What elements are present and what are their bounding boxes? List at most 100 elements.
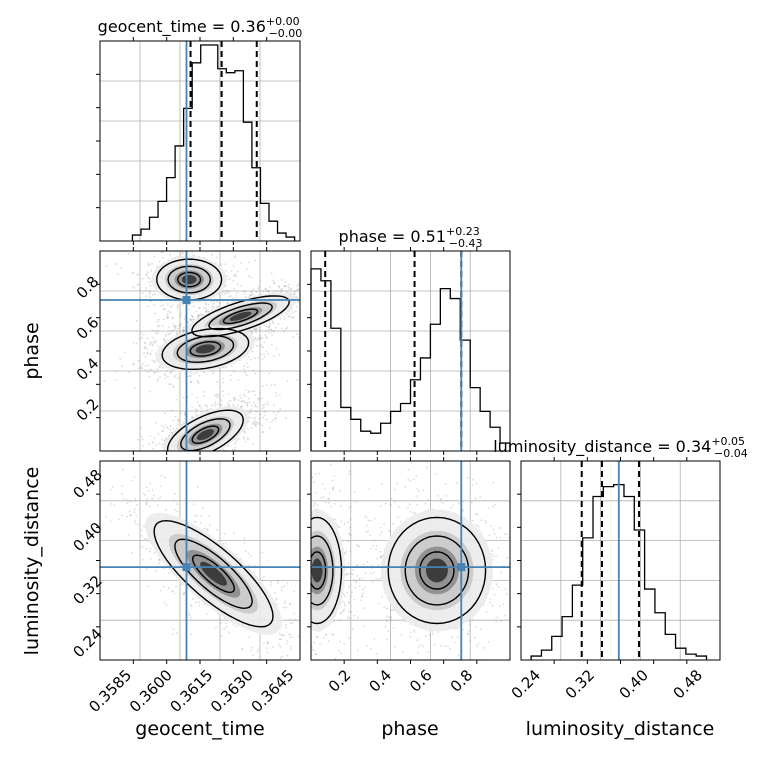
sample-point <box>134 500 137 503</box>
sample-point <box>283 285 285 287</box>
sample-point <box>151 469 153 471</box>
sample-point <box>266 640 269 643</box>
sample-point <box>258 285 261 288</box>
sample-point <box>224 263 227 266</box>
sample-point <box>288 312 291 315</box>
sample-point <box>309 642 311 644</box>
sample-point <box>260 337 262 340</box>
sample-point <box>488 534 491 536</box>
sample-point <box>152 441 155 444</box>
sample-point <box>177 452 179 454</box>
sample-point <box>137 438 140 441</box>
sample-point <box>294 290 297 293</box>
sample-point <box>262 431 265 434</box>
sample-point <box>298 570 300 572</box>
title-upper-error: +0.00 <box>266 15 300 28</box>
sample-point <box>171 316 174 319</box>
title-value: geocent_time = 0.36 <box>98 17 266 37</box>
sample-point <box>377 578 380 580</box>
sample-point <box>285 313 288 316</box>
sample-point <box>303 614 305 616</box>
sample-point <box>204 404 207 407</box>
sample-point <box>301 299 303 301</box>
sample-point <box>249 410 252 413</box>
sample-point <box>287 286 290 289</box>
sample-point <box>292 612 295 615</box>
sample-point <box>471 484 474 487</box>
sample-point <box>154 332 157 335</box>
sample-point <box>200 465 202 467</box>
sample-point <box>290 495 292 497</box>
sample-point <box>297 666 299 668</box>
sample-point <box>352 578 355 581</box>
sample-point <box>331 487 334 490</box>
sample-point <box>197 486 199 489</box>
sample-point <box>302 601 304 603</box>
sample-point <box>296 575 298 577</box>
sample-point <box>275 559 277 561</box>
sample-point <box>164 476 167 479</box>
sample-point <box>213 370 215 373</box>
sample-point <box>348 610 350 613</box>
sample-point <box>141 277 144 280</box>
sample-point <box>329 505 332 508</box>
sample-point <box>358 585 361 587</box>
sample-point <box>293 513 295 515</box>
sample-point <box>375 548 377 550</box>
sample-point <box>167 375 169 378</box>
sample-point <box>232 280 235 282</box>
sample-point <box>196 371 198 374</box>
sample-point <box>480 519 483 522</box>
sample-point <box>472 478 475 481</box>
sample-point <box>96 446 98 448</box>
sample-point <box>146 353 149 355</box>
sample-point <box>473 636 476 639</box>
sample-point <box>148 443 151 446</box>
sample-point <box>261 407 264 410</box>
sample-point <box>306 571 308 573</box>
sample-point <box>159 496 162 499</box>
sample-point <box>246 437 249 440</box>
sample-point <box>347 521 350 523</box>
title-upper-error: +0.23 <box>446 225 480 238</box>
sample-point <box>439 498 442 501</box>
sample-point <box>194 453 196 455</box>
sample-point <box>176 224 178 226</box>
sample-point <box>192 242 194 244</box>
sample-point <box>338 649 341 652</box>
sample-point <box>149 434 152 437</box>
sample-point <box>204 302 207 305</box>
sample-point <box>483 647 485 649</box>
sample-point <box>288 514 290 516</box>
sample-point <box>308 318 310 320</box>
sample-point <box>257 337 260 340</box>
sample-point <box>285 624 287 626</box>
phase-title: phase = 0.51+0.23 −0.43 <box>339 225 483 250</box>
sample-point <box>162 367 164 369</box>
sample-point <box>232 397 235 400</box>
sample-point <box>223 627 226 630</box>
sample-point <box>243 438 246 440</box>
sample-point <box>180 244 182 246</box>
sample-point <box>293 599 295 601</box>
sample-point <box>119 357 122 360</box>
sample-point <box>286 582 289 584</box>
sample-point <box>216 403 219 406</box>
sample-point <box>348 617 351 620</box>
sample-point <box>174 375 176 377</box>
sample-point <box>292 510 294 512</box>
sample-point <box>115 498 117 500</box>
sample-point <box>264 334 267 336</box>
sample-point <box>499 527 501 529</box>
sample-point <box>235 553 238 556</box>
sample-point <box>276 290 279 293</box>
sample-point <box>184 318 186 320</box>
sample-point <box>281 548 283 550</box>
sample-point <box>409 635 412 638</box>
sample-point <box>343 602 346 605</box>
sample-point <box>340 652 342 654</box>
sample-point <box>304 506 306 508</box>
sample-point <box>247 391 250 393</box>
sample-point <box>131 272 134 275</box>
sample-point <box>323 487 326 490</box>
